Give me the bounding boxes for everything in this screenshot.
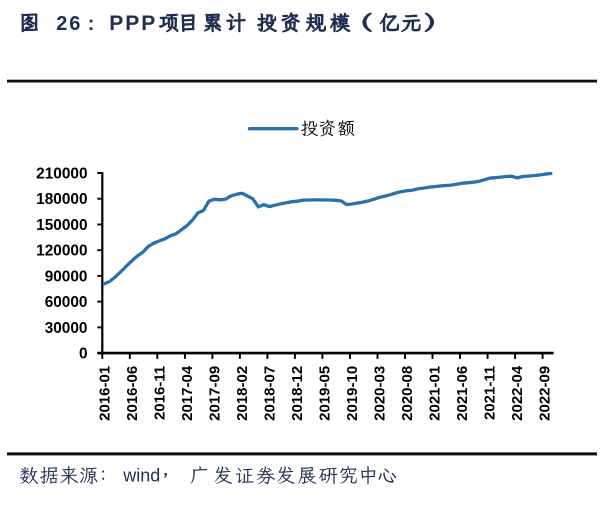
svg-text:2017-04: 2017-04 bbox=[179, 365, 196, 421]
svg-text::: : bbox=[88, 13, 95, 35]
svg-text:210000: 210000 bbox=[36, 166, 87, 183]
svg-text:2020-03: 2020-03 bbox=[372, 366, 389, 421]
svg-text:2022-04: 2022-04 bbox=[509, 365, 526, 421]
svg-text:180000: 180000 bbox=[36, 191, 87, 208]
svg-text:150000: 150000 bbox=[36, 217, 87, 234]
svg-text:2021-11: 2021-11 bbox=[482, 366, 499, 420]
svg-text:2017-09: 2017-09 bbox=[206, 366, 223, 421]
svg-text:2016-06: 2016-06 bbox=[124, 366, 141, 421]
svg-text:2019-05: 2019-05 bbox=[316, 366, 333, 421]
svg-text:PPP: PPP bbox=[109, 12, 157, 35]
svg-text:wind: wind bbox=[122, 465, 160, 485]
svg-text:2020-08: 2020-08 bbox=[399, 366, 416, 421]
svg-text:30000: 30000 bbox=[45, 320, 88, 337]
svg-text:2021-01: 2021-01 bbox=[427, 366, 444, 421]
svg-text:2016-11: 2016-11 bbox=[151, 366, 168, 420]
svg-text:2021-06: 2021-06 bbox=[454, 366, 471, 421]
svg-text:2018-07: 2018-07 bbox=[261, 366, 278, 421]
svg-text:2018-12: 2018-12 bbox=[289, 366, 306, 421]
svg-text:60000: 60000 bbox=[45, 294, 88, 311]
svg-text:120000: 120000 bbox=[36, 243, 87, 260]
svg-text:90000: 90000 bbox=[45, 268, 88, 285]
svg-text:2019-10: 2019-10 bbox=[344, 366, 361, 421]
svg-text:2022-09: 2022-09 bbox=[537, 366, 554, 421]
svg-text:0: 0 bbox=[79, 346, 88, 363]
svg-text:2018-02: 2018-02 bbox=[234, 366, 251, 421]
svg-text:26: 26 bbox=[56, 13, 82, 35]
svg-text:2016-01: 2016-01 bbox=[96, 366, 113, 421]
